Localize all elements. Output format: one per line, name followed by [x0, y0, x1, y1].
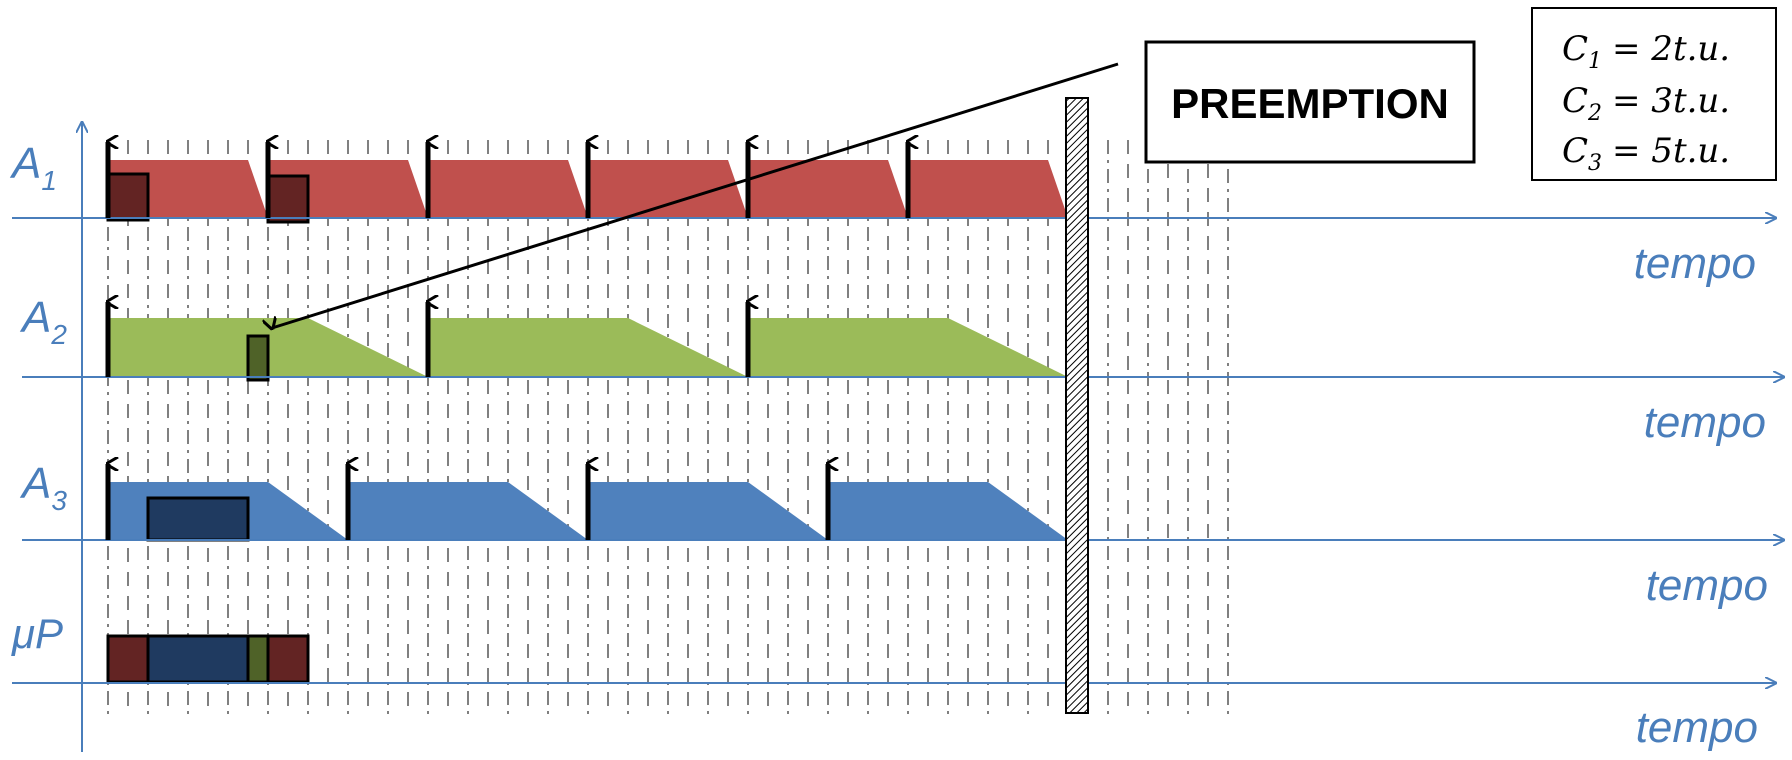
axis-label-tempo-a1: tempo [1634, 239, 1756, 288]
job-window-a1 [908, 160, 1068, 218]
axis-label-tempo-a3: tempo [1646, 561, 1768, 610]
job-window-a1 [428, 160, 588, 218]
preemption-callout-text: PREEMPTION [1171, 80, 1449, 127]
executed-segment-a3 [146, 496, 250, 542]
formula-c1: C1 = 2t.u. [1562, 29, 1730, 74]
computation-times-box [1531, 7, 1777, 181]
executed-segment-a2 [246, 334, 270, 382]
preemption-callout [1144, 40, 1476, 164]
release-arrows [105, 142, 908, 540]
task-shapes [106, 160, 1068, 684]
formula-c2: C2 = 3t.u. [1562, 81, 1730, 126]
cpu-slot-a1 [266, 634, 310, 684]
formula-c3: C3 = 5t.u. [1562, 131, 1730, 176]
executed-segment-a1 [266, 174, 310, 224]
job-window-a3 [348, 482, 588, 540]
axis-label-tempo-up: tempo [1636, 703, 1758, 752]
job-window-a1 [588, 160, 748, 218]
job-window-a2 [428, 318, 748, 377]
row-label-a1: A1 [9, 139, 57, 196]
job-window-a3 [828, 482, 1068, 540]
row-label-a2: A2 [19, 293, 67, 350]
job-window-a1 [748, 160, 908, 218]
row-label-a3: A3 [19, 459, 67, 516]
row-label-up: μP [11, 610, 63, 657]
job-window-a2 [748, 318, 1068, 377]
job-window-a3 [588, 482, 828, 540]
hyperperiod-marker [1065, 97, 1089, 714]
cpu-slot-a1 [106, 634, 150, 684]
cpu-slot-a2 [246, 634, 270, 684]
executed-segment-a1 [106, 172, 150, 222]
time-grid [107, 140, 1229, 716]
axis-label-tempo-a2: tempo [1644, 398, 1766, 447]
cpu-slot-a3 [146, 634, 250, 684]
preemption-pointer [272, 62, 1119, 328]
